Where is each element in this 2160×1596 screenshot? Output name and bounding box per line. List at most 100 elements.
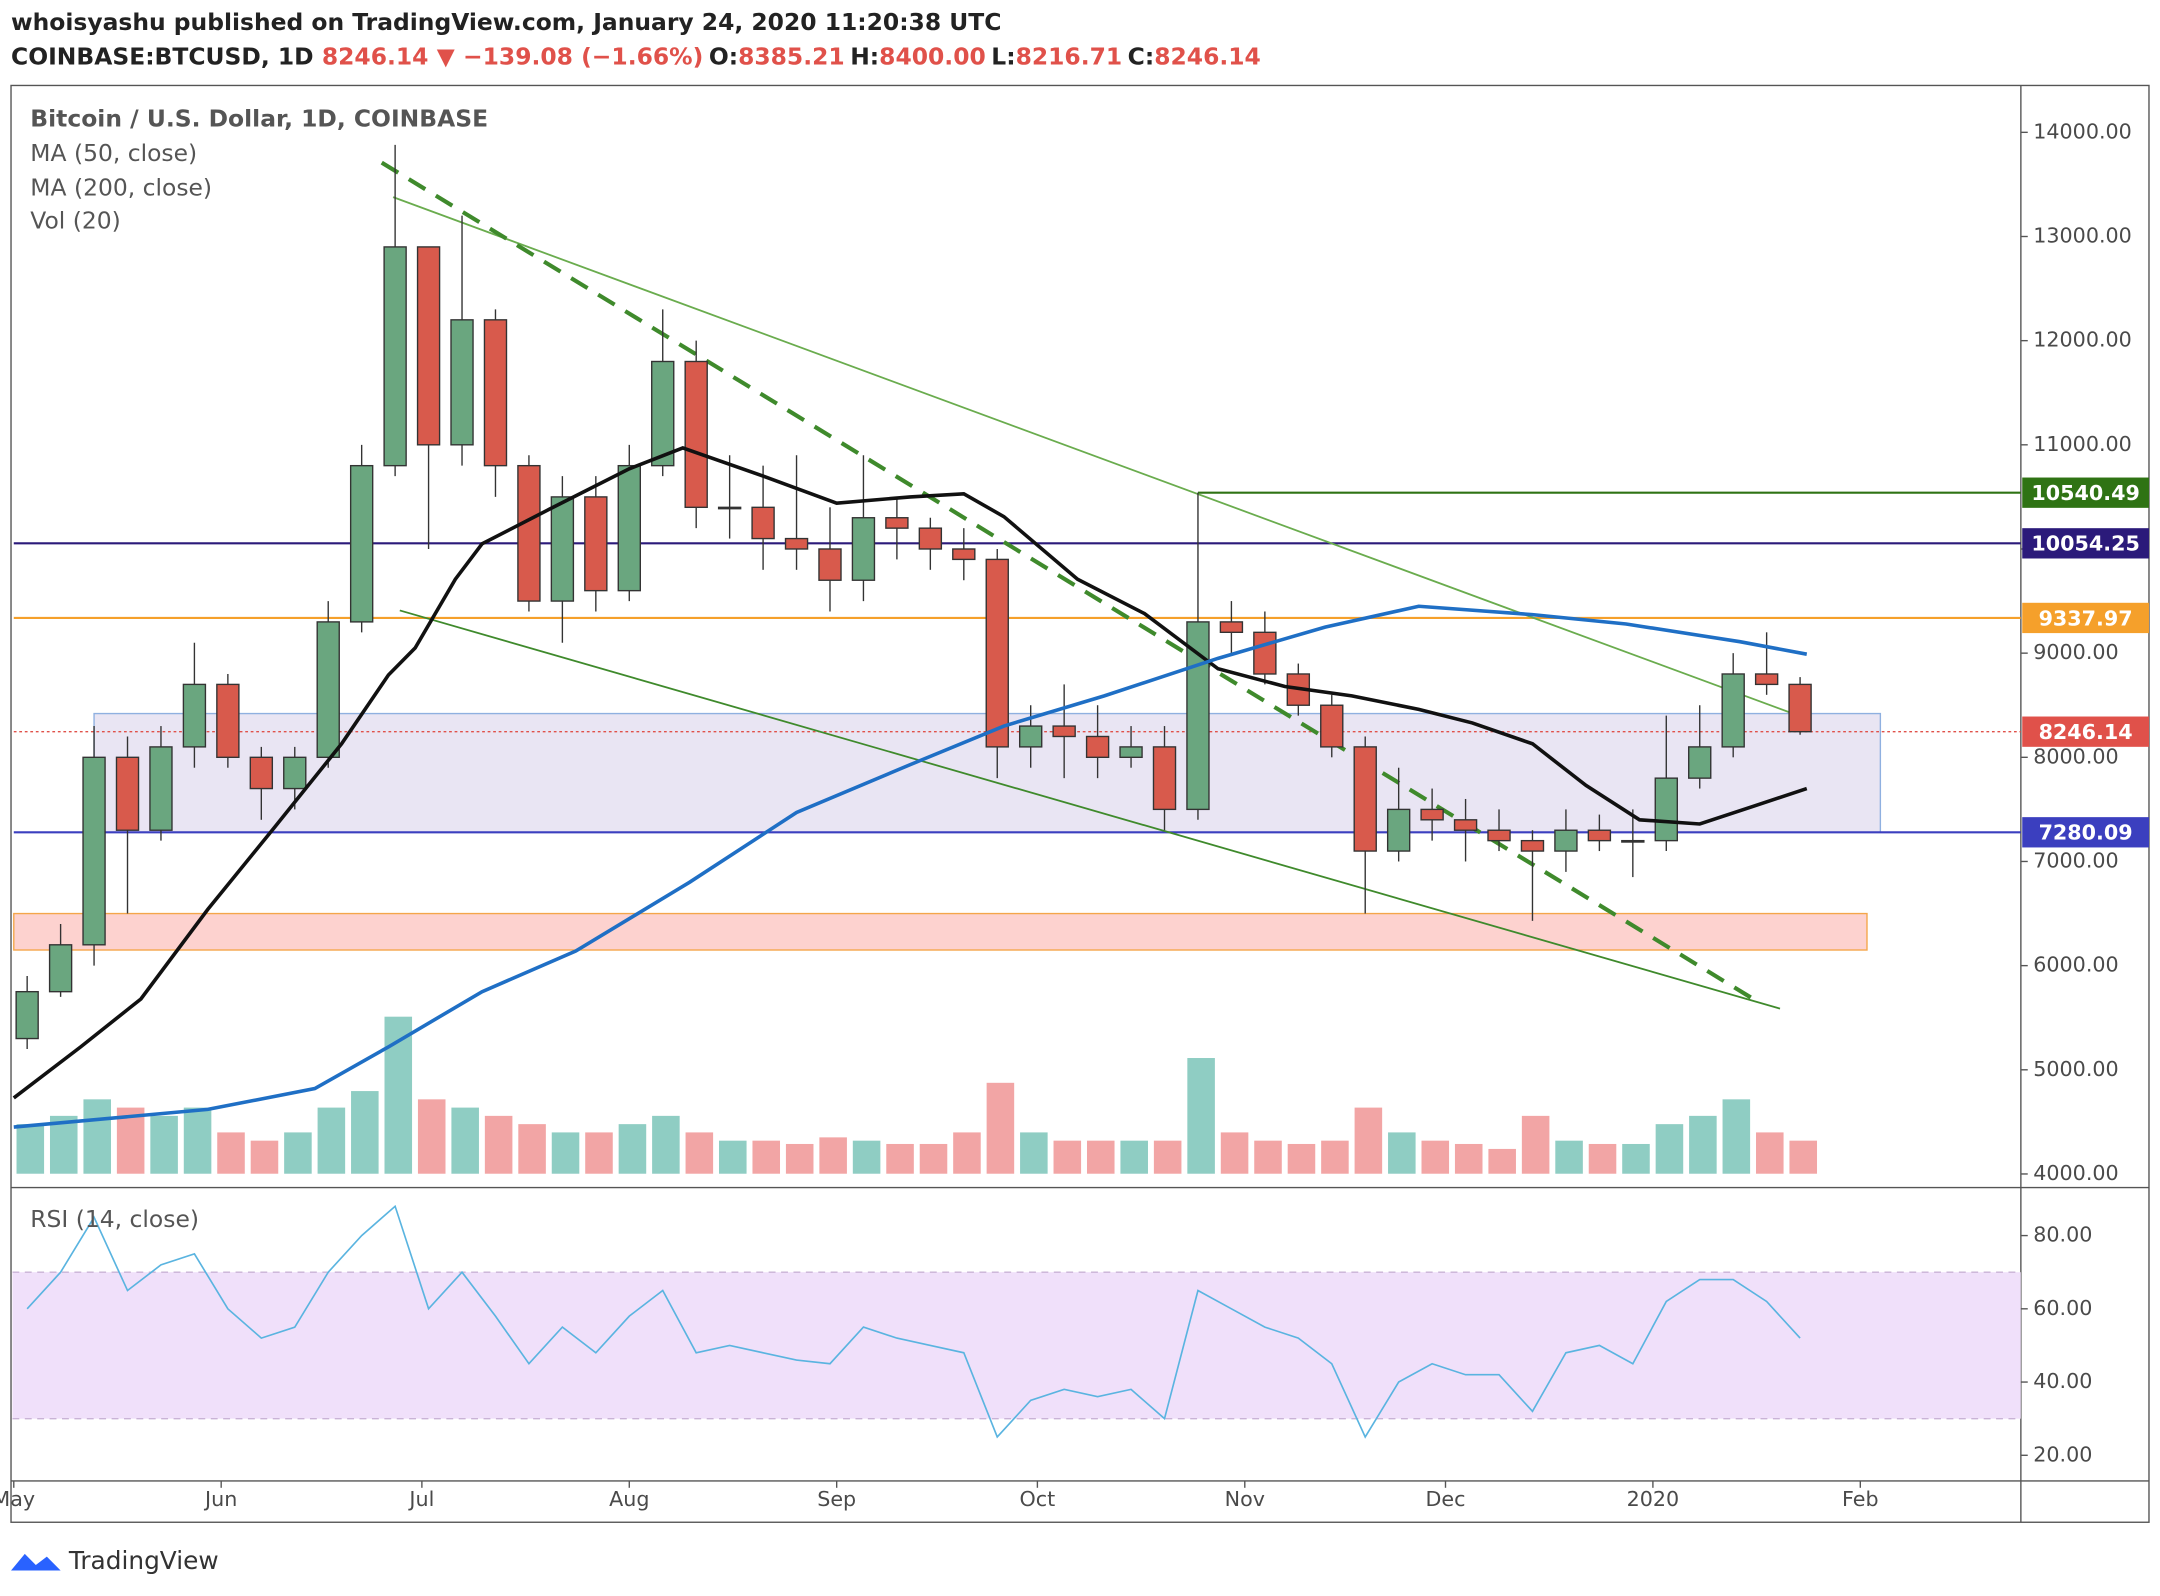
- volume-bar: [1622, 1143, 1650, 1174]
- candle-body: [751, 506, 775, 540]
- volume-bar: [183, 1107, 212, 1174]
- candle-body: [784, 537, 809, 550]
- candle-body: [483, 319, 508, 467]
- x-tick-label: Jun: [203, 1487, 237, 1511]
- volume-bar: [484, 1115, 513, 1174]
- change: −139.08 (−1.66%): [463, 42, 703, 70]
- volume-bar: [852, 1140, 881, 1174]
- publisher: whoisyashu published on TradingView.com,…: [11, 8, 1001, 36]
- quote-line: COINBASE:BTCUSD, 1D 8246.14 ▼ −139.08 (−1.6…: [11, 42, 1261, 70]
- price-label-box: [2022, 528, 2149, 559]
- ohlc-value: 8400.00: [879, 42, 986, 70]
- candle-body: [684, 360, 708, 509]
- candle-body: [818, 548, 842, 581]
- candle-body: [985, 558, 1009, 748]
- x-tick-label: Dec: [1426, 1487, 1466, 1511]
- candle-body: [617, 464, 641, 592]
- volume-bar: [1488, 1148, 1516, 1174]
- volume-bar: [1020, 1132, 1048, 1174]
- volume-bar: [953, 1132, 981, 1174]
- legend-ma200: MA (200, close): [30, 173, 212, 201]
- candle-body: [1453, 819, 1478, 831]
- volume-bar: [652, 1115, 680, 1174]
- volume-bar: [250, 1140, 279, 1174]
- rsi-line: [26, 1204, 1801, 1439]
- y-tick-label: 7000.00: [2033, 848, 2118, 872]
- candle-body: [349, 464, 374, 623]
- candle-body: [1420, 808, 1444, 821]
- rsi-pane: [12, 1204, 2021, 1439]
- candle-body: [216, 683, 240, 758]
- price-label: 10540.49: [2031, 481, 2139, 505]
- candle-body: [182, 683, 207, 748]
- volume-bar: [351, 1091, 379, 1174]
- y-tick-label: 11000.00: [2033, 432, 2132, 456]
- y-tick-label: 4000.00: [2033, 1161, 2118, 1185]
- volume-bar: [752, 1140, 781, 1174]
- volume-bar: [585, 1132, 613, 1174]
- volume-bar: [819, 1137, 847, 1174]
- rsi-tick-label: 20.00: [2033, 1442, 2092, 1466]
- candle-body: [283, 756, 307, 790]
- volume-bar: [16, 1124, 45, 1174]
- volume-bar: [1187, 1058, 1215, 1174]
- volume-bar: [886, 1143, 914, 1174]
- volume-bar: [1756, 1132, 1784, 1174]
- candle-body: [1487, 829, 1511, 842]
- volume-bar: [1321, 1140, 1349, 1174]
- y-tick-label: 9000.00: [2033, 640, 2118, 664]
- y-tick-label: 13000.00: [2033, 223, 2132, 247]
- candle-body: [584, 496, 608, 592]
- volume-bar: [551, 1132, 580, 1174]
- rsi-tick-label: 80.00: [2033, 1223, 2092, 1247]
- volume-bar: [150, 1115, 178, 1174]
- ohlc-key: C:: [1128, 42, 1155, 70]
- price-label-box: [2022, 602, 2149, 634]
- candle-body: [383, 246, 407, 467]
- candle-body: [149, 746, 173, 831]
- candle-body: [450, 319, 474, 446]
- candle-body: [517, 464, 541, 602]
- volume-bar: [49, 1115, 78, 1174]
- price-pane: [12, 144, 2021, 1174]
- volume-bar: [1354, 1107, 1383, 1174]
- volume-bar: [284, 1132, 312, 1174]
- volume-bar: [618, 1124, 647, 1174]
- x-tick-label: Aug: [609, 1487, 649, 1511]
- candle-body: [851, 517, 876, 581]
- candle-body: [1119, 746, 1143, 758]
- volume-bar: [1153, 1140, 1182, 1174]
- zone: [13, 912, 1868, 951]
- candle-body: [550, 496, 575, 602]
- ohlc-key: H:: [850, 42, 879, 70]
- x-tick-label: Sep: [817, 1487, 856, 1511]
- candle-body: [82, 756, 106, 946]
- candle-body: [1688, 746, 1712, 779]
- price-label: 7280.09: [2039, 821, 2133, 845]
- candle-body: [1219, 621, 1244, 634]
- price-label: 9337.97: [2039, 606, 2133, 630]
- candle-body: [1788, 683, 1812, 733]
- volume-bar: [1421, 1140, 1450, 1174]
- volume-bar: [685, 1132, 714, 1174]
- candle-body: [1386, 808, 1411, 852]
- candle-body: [952, 548, 976, 561]
- ohlc-key: O:: [709, 42, 738, 70]
- rsi-tick-label: 60.00: [2033, 1296, 2092, 1320]
- ohlc-value: 8216.71: [1016, 42, 1123, 70]
- volume-bar: [1053, 1140, 1082, 1174]
- volume-bar: [1655, 1124, 1684, 1174]
- volume-bar: [1689, 1115, 1717, 1174]
- candle-body: [115, 756, 140, 831]
- y-tick-label: 6000.00: [2033, 953, 2118, 977]
- price-label-box: [2022, 477, 2149, 508]
- x-tick-label: May: [0, 1487, 35, 1511]
- rsi-band: [12, 1272, 2021, 1419]
- candle-body: [1152, 746, 1177, 811]
- candle-body: [48, 944, 73, 993]
- frame: [10, 84, 2150, 1523]
- x-tick-label: Feb: [1842, 1487, 1879, 1511]
- candle-body: [1052, 725, 1076, 738]
- volume-bar: [83, 1099, 111, 1174]
